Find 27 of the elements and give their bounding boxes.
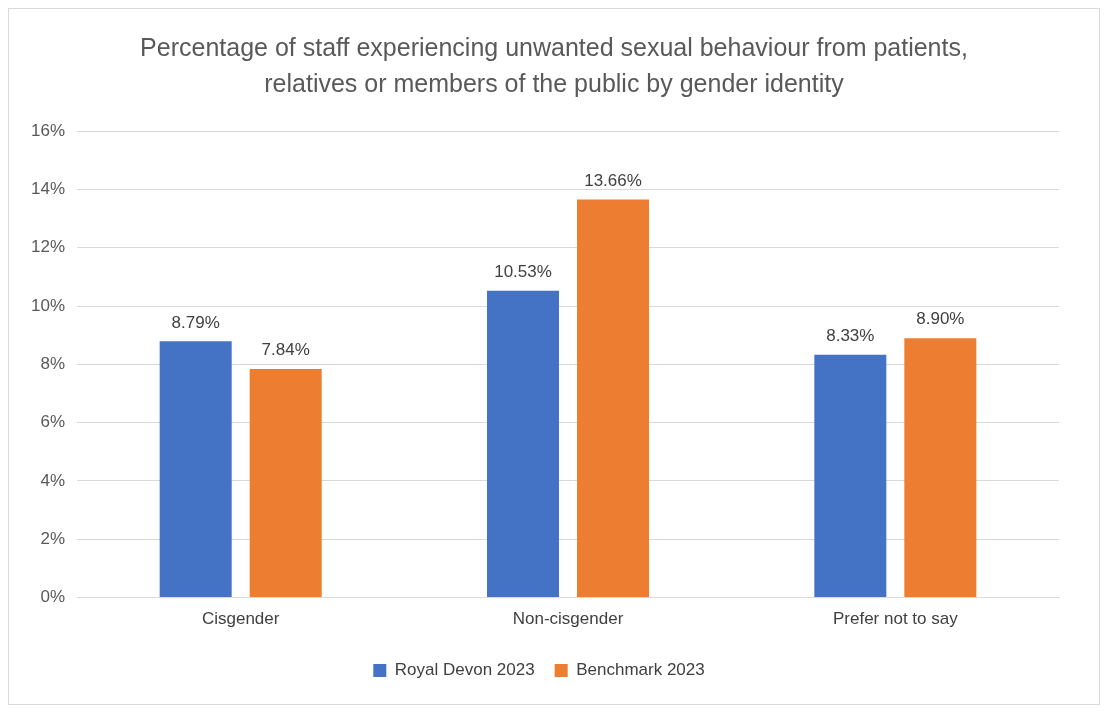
data-label: 8.79% [171, 312, 220, 332]
y-tick-label: 2% [40, 528, 66, 548]
y-tick-label: 4% [40, 470, 66, 490]
y-tick-label: 16% [30, 120, 66, 140]
data-label: 13.66% [584, 170, 642, 190]
bar [487, 290, 560, 598]
bar [249, 369, 322, 598]
bar [577, 199, 650, 598]
x-tick-label: Prefer not to say [832, 609, 959, 629]
y-tick-label: 6% [40, 412, 66, 432]
legend-label: Royal Devon 2023 [394, 660, 535, 680]
data-label: 7.84% [261, 340, 310, 360]
y-tick-label: 10% [30, 295, 66, 315]
data-label: 8.90% [916, 309, 965, 329]
x-tick-label: Cisgender [201, 609, 280, 629]
data-label: 10.53% [494, 261, 552, 281]
data-label: 8.33% [826, 325, 875, 345]
bar [159, 341, 232, 598]
y-tick-label: 12% [30, 237, 66, 257]
bar [904, 338, 977, 598]
legend-label: Benchmark 2023 [576, 660, 705, 680]
y-tick-label: 14% [30, 179, 66, 199]
y-tick-label: 8% [40, 354, 66, 374]
x-tick-label: Non-cisgender [512, 609, 624, 629]
chart-title: Percentage of staff experiencing unwanted sexual behaviour from patients, relatives or members of the public by gender identity [139, 32, 969, 99]
bar [814, 354, 887, 598]
y-tick-label: 0% [40, 587, 66, 607]
